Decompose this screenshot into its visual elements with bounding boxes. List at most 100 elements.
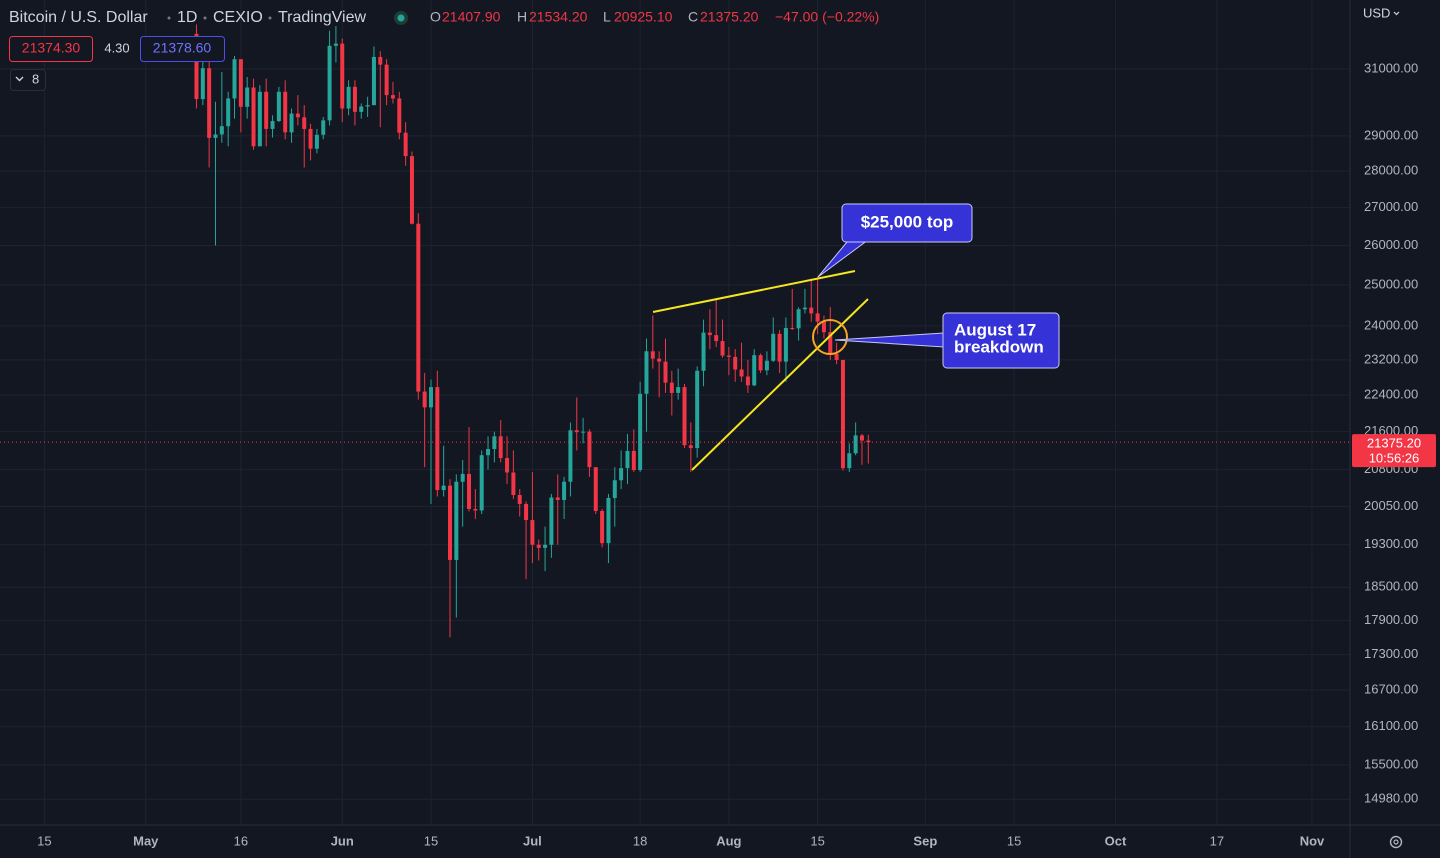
y-tick-label: 17900.00 bbox=[1364, 612, 1418, 627]
separator bbox=[167, 16, 171, 20]
candle-body bbox=[815, 313, 820, 322]
candle-body bbox=[289, 113, 294, 133]
annotation-text: $25,000 top bbox=[861, 212, 954, 231]
y-tick-label: 19300.00 bbox=[1364, 536, 1418, 551]
candle-body bbox=[682, 387, 687, 446]
candle-body bbox=[758, 355, 763, 371]
lower-trendline bbox=[691, 298, 869, 471]
candle-body bbox=[783, 327, 788, 362]
candle-body bbox=[219, 126, 224, 135]
candle-body bbox=[720, 341, 725, 356]
x-tick-label: 17 bbox=[1210, 833, 1224, 848]
candle-body bbox=[251, 87, 256, 147]
candle-body bbox=[802, 307, 807, 310]
candle-body bbox=[549, 497, 554, 545]
indicators-toggle[interactable] bbox=[10, 69, 46, 91]
candle-body bbox=[809, 307, 814, 314]
candle-body bbox=[840, 359, 845, 469]
ohlc-label: L bbox=[603, 9, 611, 25]
candle-body bbox=[663, 361, 668, 383]
candle-body bbox=[511, 472, 516, 495]
gear bbox=[1389, 835, 1403, 849]
x-tick-label: Nov bbox=[1300, 833, 1325, 848]
ohlc-value: 21407.90 bbox=[442, 9, 501, 25]
candle-body bbox=[467, 473, 472, 509]
candle-body bbox=[543, 544, 548, 548]
candle-body bbox=[701, 332, 706, 371]
candle-body bbox=[524, 503, 529, 521]
candle-body bbox=[777, 333, 782, 362]
candle-body bbox=[695, 370, 700, 449]
candle-body bbox=[359, 106, 364, 112]
candle-body bbox=[283, 91, 288, 133]
candle-body bbox=[739, 369, 744, 377]
candle-body bbox=[333, 43, 338, 46]
candle-body bbox=[226, 98, 231, 127]
bid-box[interactable] bbox=[9, 36, 93, 62]
candle-body bbox=[631, 450, 636, 471]
candle-body bbox=[821, 321, 826, 333]
settings-icon[interactable] bbox=[1389, 835, 1403, 849]
y-tick-label: 24000.00 bbox=[1364, 317, 1418, 332]
candle-body bbox=[403, 132, 408, 157]
candle-body bbox=[264, 91, 269, 129]
interval: 1D bbox=[177, 9, 197, 26]
ohlc-label: C bbox=[688, 9, 698, 25]
candle-body bbox=[568, 430, 573, 482]
header: Bitcoin / U.S. Dollar 1D CEXIO TradingVi… bbox=[9, 5, 1403, 849]
ask: 21378.60 bbox=[153, 40, 212, 56]
x-tick-label: Jul bbox=[523, 833, 542, 848]
candle-body bbox=[416, 223, 421, 392]
candle-body bbox=[625, 450, 630, 469]
candle-body bbox=[213, 134, 218, 138]
x-tick-label: 15 bbox=[810, 833, 824, 848]
gear-hub bbox=[1393, 839, 1399, 845]
y-tick-label: 17300.00 bbox=[1364, 646, 1418, 661]
candle-body bbox=[276, 91, 281, 122]
x-tick-label: 15 bbox=[1007, 833, 1021, 848]
candle-body bbox=[340, 43, 345, 109]
y-tick-label: 29000.00 bbox=[1364, 127, 1418, 142]
candle-body bbox=[378, 56, 383, 65]
candle-body bbox=[302, 117, 307, 129]
candle-body bbox=[847, 453, 852, 469]
candle-body bbox=[650, 351, 655, 359]
x-tick-label: 15 bbox=[37, 833, 51, 848]
candle-body bbox=[714, 335, 719, 342]
ohlc-label: H bbox=[517, 9, 527, 25]
candle-body bbox=[530, 520, 535, 545]
candle-body bbox=[638, 393, 643, 471]
ask-box[interactable] bbox=[140, 36, 225, 62]
candle-body bbox=[593, 467, 598, 511]
x-tick-label: Aug bbox=[716, 833, 741, 848]
y-tick-label: 16100.00 bbox=[1364, 718, 1418, 733]
candle-body bbox=[688, 445, 693, 449]
candle-body bbox=[371, 56, 376, 106]
candle-body bbox=[644, 351, 649, 394]
callout-box bbox=[841, 203, 973, 243]
price-tag-box bbox=[1352, 434, 1436, 468]
y-tick-label: 22400.00 bbox=[1364, 387, 1418, 402]
x-tick-label: Jun bbox=[331, 833, 354, 848]
candle-body bbox=[397, 98, 402, 133]
chevron bbox=[15, 76, 24, 82]
candle-body bbox=[321, 120, 326, 135]
candle-body bbox=[752, 355, 757, 386]
y-tick-label: 27000.00 bbox=[1364, 199, 1418, 214]
candle-body bbox=[314, 134, 319, 149]
ohlc-value: 20925.10 bbox=[614, 9, 673, 25]
currency[interactable]: USD bbox=[1363, 5, 1390, 20]
drawings: $25,000 top August 17 breakdown bbox=[652, 203, 1060, 471]
x-tick-label: 18 bbox=[633, 833, 647, 848]
candle-body bbox=[707, 332, 712, 336]
candle-body bbox=[866, 440, 871, 443]
candle-body bbox=[492, 436, 497, 450]
x-tick-label: 15 bbox=[424, 833, 438, 848]
candle-body bbox=[448, 485, 452, 560]
y-tick-label: 16700.00 bbox=[1364, 681, 1418, 696]
x-tick-label: Oct bbox=[1105, 833, 1127, 848]
